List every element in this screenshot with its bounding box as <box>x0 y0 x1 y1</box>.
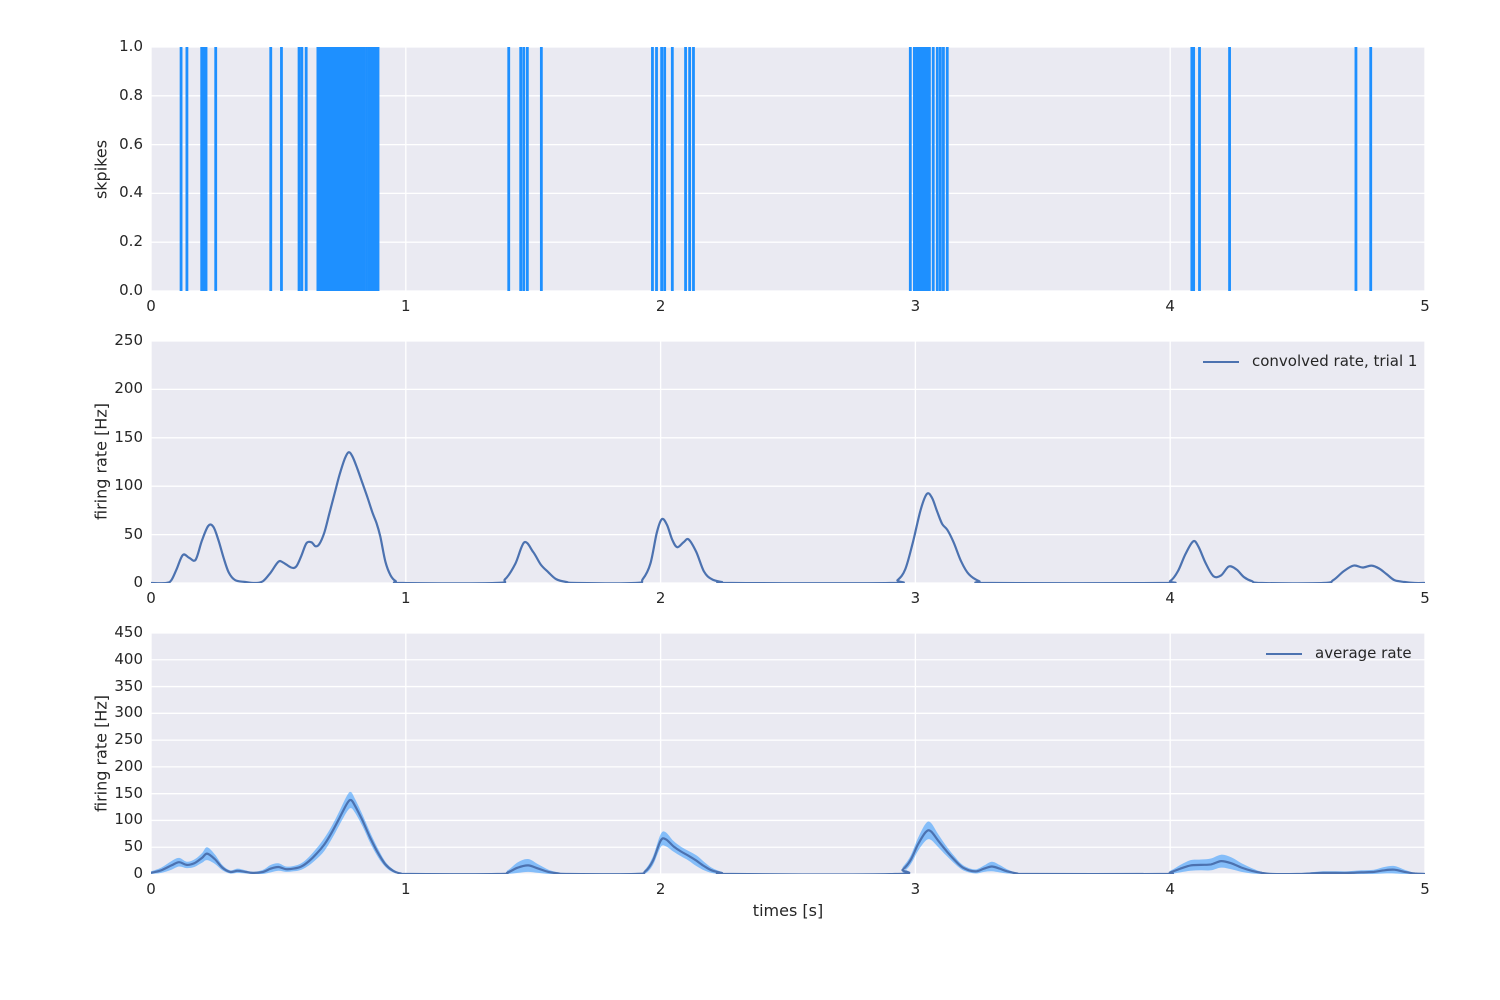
legend-convolved-rate: convolved rate, trial 1 <box>1203 352 1417 371</box>
x-tick-label: 4 <box>1165 297 1175 315</box>
legend-line-sample-icon <box>1203 360 1239 363</box>
x-tick-label: 3 <box>910 880 921 898</box>
y-tick-label: 100 <box>114 810 143 829</box>
y-tick-label: 300 <box>114 703 143 722</box>
x-tick-label: 0 <box>146 589 156 607</box>
y-tick-label: 250 <box>114 331 143 349</box>
x-tick-label: 0 <box>146 297 156 315</box>
x-tick-label: 5 <box>1420 297 1430 315</box>
x-tick-label: 5 <box>1420 880 1430 898</box>
x-tick-label: 3 <box>910 589 921 607</box>
y-tick-label: 450 <box>114 623 143 641</box>
y-tick-label: 0.2 <box>119 232 143 251</box>
y-tick-label: 200 <box>114 756 143 775</box>
spike-raster-panel <box>151 47 1425 291</box>
legend-average-rate: average rate <box>1266 644 1412 663</box>
rate-curve <box>151 451 1425 583</box>
mean-rate-curve <box>151 798 1425 874</box>
y-tick-label: 100 <box>114 476 143 495</box>
convolved-rate-plot <box>151 341 1425 583</box>
y-tick-label: 50 <box>123 524 143 543</box>
y-tick-label: 50 <box>123 837 143 856</box>
x-tick-label: 1 <box>401 880 411 898</box>
y-tick-label: 1.0 <box>119 37 143 55</box>
y-tick-label: 150 <box>114 427 143 446</box>
x-tick-label: 1 <box>401 297 411 315</box>
x-tick-label: 1 <box>401 589 411 607</box>
std-band <box>151 791 1425 874</box>
y-tick-label: 400 <box>114 649 143 668</box>
x-tick-label: 2 <box>655 297 666 315</box>
average-rate-panel <box>151 633 1425 874</box>
legend-label-average-rate: average rate <box>1315 644 1412 662</box>
y-tick-label: 250 <box>114 730 143 749</box>
y-tick-label: 0 <box>133 573 143 591</box>
x-axis-label-times: times [s] <box>752 901 824 920</box>
spike-raster-plot <box>151 47 1425 291</box>
legend-line-sample-icon <box>1266 652 1302 655</box>
y-axis-label-firing-rate-middle: firing rate [Hz] <box>91 403 111 520</box>
x-tick-label: 0 <box>146 880 156 898</box>
x-tick-label: 2 <box>655 880 666 898</box>
y-tick-label: 0.4 <box>119 183 143 202</box>
y-tick-label: 0.8 <box>119 85 143 104</box>
x-tick-label: 5 <box>1420 589 1430 607</box>
y-tick-label: 200 <box>114 379 143 398</box>
y-tick-label: 350 <box>114 676 143 695</box>
average-rate-plot <box>151 633 1425 874</box>
x-tick-label: 2 <box>655 589 666 607</box>
y-tick-label: 150 <box>114 783 143 802</box>
legend-label-convolved-rate: convolved rate, trial 1 <box>1252 352 1418 370</box>
y-tick-label: 0.0 <box>119 281 143 299</box>
y-tick-label: 0 <box>133 864 143 882</box>
x-tick-label: 4 <box>1165 880 1175 898</box>
y-tick-label: 0.6 <box>119 134 143 153</box>
convolved-rate-panel <box>151 341 1425 583</box>
x-tick-label: 4 <box>1165 589 1175 607</box>
x-tick-label: 3 <box>910 297 921 315</box>
